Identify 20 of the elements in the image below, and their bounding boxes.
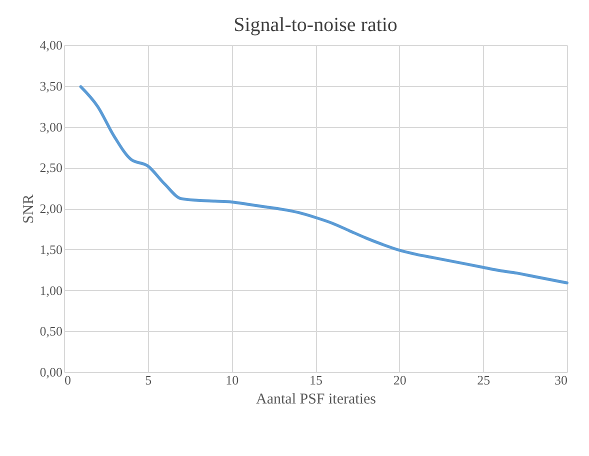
x-tick-label: 5 — [145, 372, 152, 388]
y-tick-label: 3,00 — [40, 119, 62, 134]
y-tick-label: 4,00 — [40, 38, 62, 52]
x-axis-title: Aantal PSF iteraties — [256, 392, 376, 408]
y-tick-label: 0,50 — [40, 324, 62, 339]
x-tick-label: 10 — [226, 372, 239, 388]
x-tick-label: 25 — [477, 372, 490, 388]
chart-title: Signal-to-noise ratio — [234, 14, 398, 36]
y-tick-label: 2,00 — [40, 201, 62, 216]
y-tick-label: 2,50 — [40, 160, 62, 176]
y-tick-label: 3,50 — [40, 78, 62, 94]
y-tick-label: 1,00 — [40, 282, 62, 298]
y-tick-label: 1,50 — [40, 242, 62, 257]
x-tick-label: 30 — [554, 372, 568, 388]
y-tick-label: 0,00 — [40, 364, 62, 380]
y-axis-title: SNR — [20, 194, 37, 224]
x-tick-label: 0 — [64, 372, 71, 388]
x-tick-label: 20 — [393, 372, 406, 388]
line-series — [79, 85, 568, 284]
x-tick-label: 15 — [310, 372, 322, 388]
